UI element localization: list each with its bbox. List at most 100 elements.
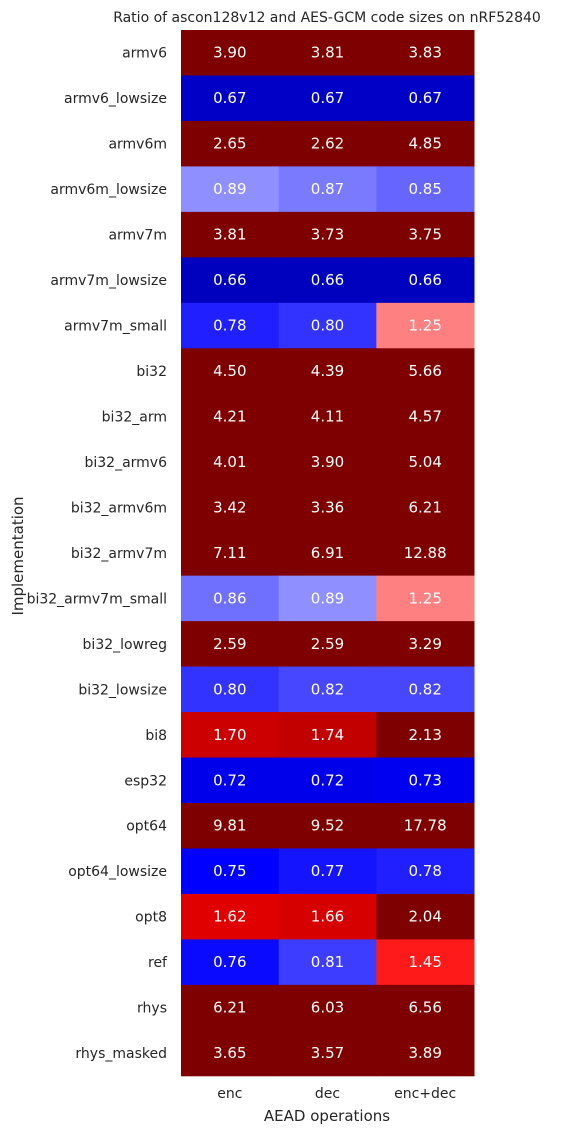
cell-value-label: 3.42 bbox=[213, 498, 246, 516]
cell-value-label: 0.72 bbox=[213, 771, 246, 789]
cell-value-label: 0.66 bbox=[311, 271, 344, 289]
y-tick-label: rhys bbox=[137, 1001, 167, 1017]
heatmap-cells: 3.90 3.81 3.83 0.67 0.67 0.67 2.65 2.62 4.85 0.89… bbox=[181, 30, 475, 1077]
heatmap-cell bbox=[278, 712, 377, 759]
heatmap-cell bbox=[376, 484, 475, 531]
x-tick-label: dec bbox=[315, 1086, 340, 1102]
cell-value-label: 4.39 bbox=[311, 362, 344, 380]
heatmap-cell bbox=[181, 30, 280, 76]
cell-value-label: 0.78 bbox=[213, 317, 246, 335]
cell-value-label: 1.25 bbox=[408, 589, 441, 607]
heatmap-cell bbox=[376, 439, 475, 486]
heatmap-cell bbox=[181, 666, 280, 713]
cell-value-label: 6.21 bbox=[408, 498, 441, 516]
heatmap-cell bbox=[181, 348, 280, 395]
heatmap-cell bbox=[376, 348, 475, 395]
heatmap-cell bbox=[278, 939, 377, 986]
heatmap-cell bbox=[278, 348, 377, 395]
cell-value-label: 3.81 bbox=[213, 226, 246, 244]
cell-value-label: 9.81 bbox=[213, 817, 246, 835]
heatmap-cell bbox=[181, 757, 280, 804]
cell-value-label: 2.13 bbox=[408, 726, 441, 744]
heatmap-cell bbox=[376, 621, 475, 668]
cell-value-label: 0.85 bbox=[408, 180, 441, 198]
heatmap-cell bbox=[181, 166, 280, 213]
heatmap-cell bbox=[278, 439, 377, 486]
heatmap-cell bbox=[278, 984, 377, 1031]
heatmap-cell bbox=[278, 257, 377, 304]
y-tick-label: esp32 bbox=[124, 773, 167, 789]
cell-value-label: 0.89 bbox=[311, 589, 344, 607]
heatmap-cell bbox=[376, 120, 475, 167]
cell-value-label: 2.04 bbox=[408, 908, 441, 926]
cell-value-label: 0.76 bbox=[213, 953, 246, 971]
cell-value-label: 4.21 bbox=[213, 408, 246, 426]
heatmap-cell bbox=[278, 302, 377, 349]
cell-value-label: 0.82 bbox=[408, 680, 441, 698]
heatmap-cell bbox=[376, 802, 475, 849]
cell-value-label: 3.29 bbox=[408, 635, 441, 653]
cell-value-label: 6.56 bbox=[408, 999, 441, 1017]
heatmap-cell bbox=[278, 120, 377, 167]
cell-value-label: 1.45 bbox=[408, 953, 441, 971]
cell-value-label: 0.87 bbox=[311, 180, 344, 198]
y-tick-label: bi32_lowreg bbox=[83, 637, 167, 653]
heatmap-cell bbox=[181, 302, 280, 349]
heatmap-cell bbox=[376, 666, 475, 713]
cell-value-label: 0.82 bbox=[311, 680, 344, 698]
cell-value-label: 0.66 bbox=[408, 271, 441, 289]
heatmap-cell bbox=[376, 575, 475, 622]
heatmap-cell bbox=[181, 439, 280, 486]
heatmap-cell bbox=[278, 530, 377, 577]
heatmap-cell bbox=[376, 848, 475, 895]
heatmap-cell bbox=[278, 893, 377, 940]
cell-value-label: 0.72 bbox=[311, 771, 344, 789]
cell-value-label: 0.78 bbox=[408, 862, 441, 880]
cell-value-label: 3.89 bbox=[408, 1044, 441, 1062]
cell-value-label: 4.01 bbox=[213, 453, 246, 471]
cell-value-label: 3.73 bbox=[311, 226, 344, 244]
cell-value-label: 1.62 bbox=[213, 908, 246, 926]
y-axis-label: Implementation bbox=[9, 496, 27, 615]
cell-value-label: 3.65 bbox=[213, 1044, 246, 1062]
cell-value-label: 0.80 bbox=[213, 680, 246, 698]
heatmap-cell bbox=[376, 1030, 475, 1077]
cell-value-label: 2.65 bbox=[213, 135, 246, 153]
cell-value-label: 1.74 bbox=[311, 726, 344, 744]
heatmap-cell bbox=[376, 211, 475, 258]
y-tick-label: bi32 bbox=[136, 364, 167, 380]
y-tick-label: opt8 bbox=[135, 910, 167, 926]
y-tick-label: bi32_armv7m bbox=[71, 546, 167, 562]
heatmap-cell bbox=[181, 1030, 280, 1077]
y-tick-label: bi32_armv7m_small bbox=[27, 591, 167, 607]
heatmap-cell bbox=[181, 211, 280, 258]
y-tick-label: armv7m bbox=[108, 228, 167, 244]
heatmap-cell bbox=[376, 757, 475, 804]
y-tick-label: armv6m bbox=[108, 137, 167, 153]
y-tick-label: armv6m_lowsize bbox=[50, 182, 167, 198]
x-axis-label: AEAD operations bbox=[264, 1107, 390, 1125]
y-tick-label: armv7m_small bbox=[64, 319, 167, 335]
cell-value-label: 2.62 bbox=[311, 135, 344, 153]
heatmap-cell bbox=[376, 30, 475, 76]
y-tick-label: opt64_lowsize bbox=[68, 864, 167, 880]
heatmap-cell bbox=[278, 484, 377, 531]
cell-value-label: 1.66 bbox=[311, 908, 344, 926]
heatmap-cell bbox=[376, 393, 475, 440]
y-tick-label: bi32_lowsize bbox=[78, 682, 167, 698]
cell-value-label: 4.85 bbox=[408, 135, 441, 153]
cell-value-label: 6.21 bbox=[213, 999, 246, 1017]
y-tick-label: rhys_masked bbox=[75, 1046, 167, 1062]
heatmap-cell bbox=[278, 802, 377, 849]
cell-value-label: 3.83 bbox=[408, 44, 441, 62]
heatmap-cell bbox=[278, 75, 377, 122]
cell-value-label: 0.86 bbox=[213, 589, 246, 607]
y-tick-label: bi32_armv6m bbox=[71, 500, 167, 516]
y-tick-label: bi32_armv6 bbox=[84, 455, 167, 471]
cell-value-label: 3.81 bbox=[311, 44, 344, 62]
y-tick-label: bi32_arm bbox=[102, 410, 167, 426]
cell-value-label: 5.04 bbox=[408, 453, 441, 471]
cell-value-label: 0.80 bbox=[311, 317, 344, 335]
y-tick-label: armv7m_lowsize bbox=[50, 273, 167, 289]
